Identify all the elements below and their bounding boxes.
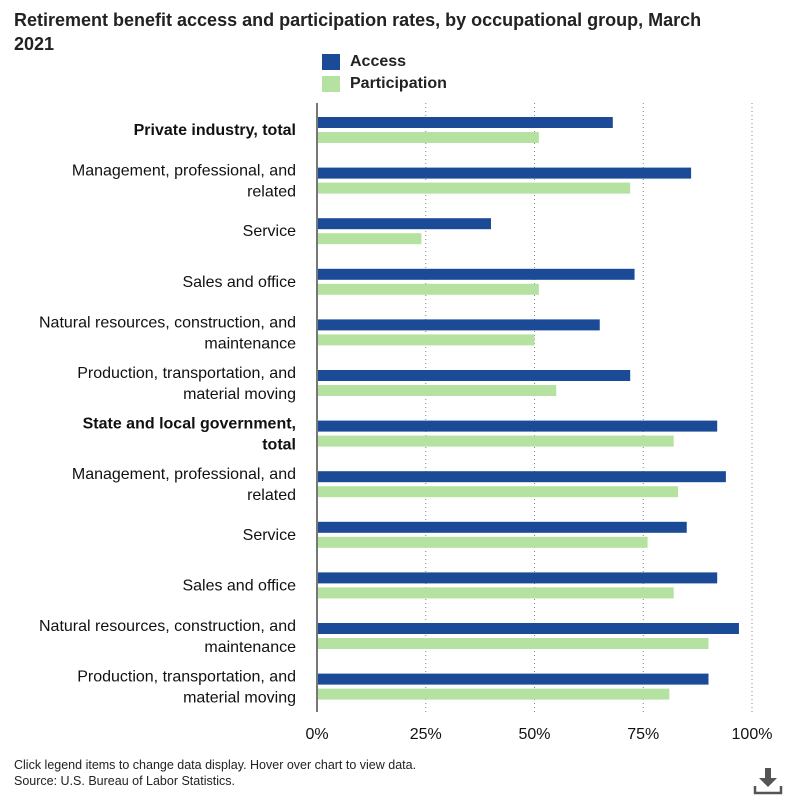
bar-participation-5[interactable]: [317, 385, 557, 396]
bar-access-10[interactable]: [317, 623, 739, 634]
category-label: Production, transportation, and material …: [77, 669, 296, 707]
chart-title: Retirement benefit access and participat…: [14, 10, 702, 54]
bar-participation-8[interactable]: [317, 536, 648, 548]
bar-access-5[interactable]: [317, 370, 631, 381]
bar-access-9[interactable]: [317, 572, 718, 584]
legend-swatch-access: [322, 54, 340, 70]
bar-access-6[interactable]: [317, 420, 718, 432]
bar-access-0[interactable]: [317, 117, 613, 128]
legend-item-access[interactable]: Access: [322, 51, 447, 73]
category-label: Management, professional, and related: [72, 466, 296, 504]
x-tick-label: 75%: [627, 726, 659, 743]
category-label: Service: [243, 223, 296, 240]
x-tick-label: 50%: [518, 726, 550, 743]
bar-participation-4[interactable]: [317, 334, 535, 346]
legend-label-participation: Participation: [350, 75, 447, 92]
bar-participation-3[interactable]: [317, 283, 539, 295]
bar-access-11[interactable]: [317, 673, 709, 685]
bar-chart[interactable]: Private industry, total Management, profe…: [0, 0, 800, 750]
legend-swatch-participation: [322, 76, 340, 92]
category-label: Sales and office: [182, 274, 296, 291]
bar-participation-2[interactable]: [317, 233, 422, 245]
bar-participation-7[interactable]: [317, 486, 679, 498]
bar-access-7[interactable]: [317, 471, 726, 483]
bar-access-8[interactable]: [317, 521, 687, 533]
x-tick-label: 100%: [732, 726, 773, 743]
category-label: Sales and office: [182, 577, 296, 594]
category-label: Production, transportation, and material …: [77, 365, 296, 403]
bar-access-2[interactable]: [317, 218, 491, 230]
category-label: State and local government, total: [83, 416, 296, 454]
category-label: Management, professional, and related: [72, 163, 296, 201]
category-label: Service: [243, 527, 296, 544]
category-label: Natural resources, construction, and main…: [39, 618, 296, 656]
footnote: Click legend items to change data displa…: [14, 757, 416, 789]
bar-participation-6[interactable]: [317, 435, 674, 447]
bar-access-4[interactable]: [317, 319, 600, 331]
legend-label-access: Access: [350, 53, 407, 70]
x-tick-label: 25%: [410, 726, 442, 743]
footnote-source: Source: U.S. Bureau of Labor Statistics.: [14, 774, 235, 788]
x-tick-label: 0%: [305, 726, 328, 743]
bar-participation-11[interactable]: [317, 688, 670, 700]
download-icon: [753, 768, 783, 795]
bar-participation-9[interactable]: [317, 587, 674, 599]
category-label: Natural resources, construction, and main…: [39, 314, 296, 352]
legend: Access Participation: [322, 51, 447, 95]
bar-access-3[interactable]: [317, 268, 635, 280]
category-label: Private industry, total: [134, 122, 296, 139]
footnote-instructions: Click legend items to change data displa…: [14, 758, 417, 772]
bar-participation-10[interactable]: [317, 638, 709, 649]
bar-participation-1[interactable]: [317, 182, 631, 194]
legend-item-participation[interactable]: Participation: [322, 73, 447, 95]
bar-participation-0[interactable]: [317, 132, 539, 143]
bar-access-1[interactable]: [317, 167, 692, 179]
download-button[interactable]: [752, 766, 784, 796]
